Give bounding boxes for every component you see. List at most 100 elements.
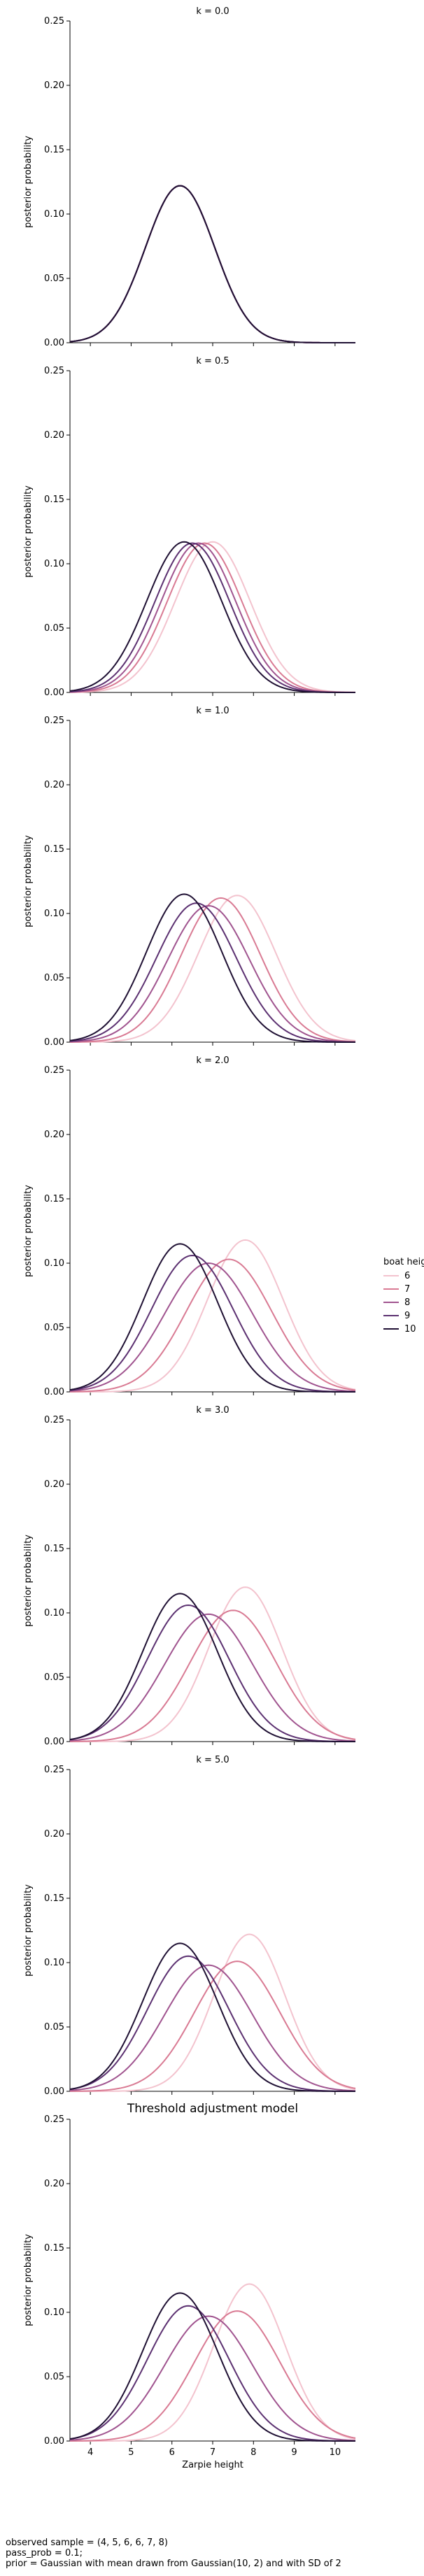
x-tick-label: 6 bbox=[169, 2447, 175, 2458]
series-line-boat-height-10 bbox=[69, 541, 355, 693]
series-line-boat-height-10 bbox=[69, 893, 355, 1043]
series-line-boat-height-8 bbox=[69, 904, 356, 1043]
y-tick-label: 0.00 bbox=[44, 2086, 64, 2097]
series-line-boat-height-10 bbox=[69, 2292, 355, 2442]
panel-title: k = 3.0 bbox=[196, 1405, 229, 1416]
legend-label-8: 8 bbox=[404, 1297, 410, 1308]
panel-title: k = 2.0 bbox=[196, 1055, 229, 1066]
y-tick-label: 0.25 bbox=[44, 366, 64, 376]
panel-title: k = 0.5 bbox=[196, 356, 229, 367]
footer-line-pass-prob: pass_prob = 0.1; bbox=[6, 2548, 83, 2559]
panel-title: k = 0.0 bbox=[196, 6, 229, 17]
y-tick-label: 0.25 bbox=[44, 16, 64, 27]
series-line-boat-height-6 bbox=[69, 541, 356, 693]
x-tick-label: 7 bbox=[210, 2447, 215, 2458]
series-line-boat-height-8 bbox=[69, 1262, 356, 1393]
series-line-boat-height-8 bbox=[69, 1964, 356, 2092]
x-tick-label: 9 bbox=[291, 2447, 297, 2458]
y-tick-label: 0.15 bbox=[44, 1194, 64, 1204]
y-tick-label: 0.10 bbox=[44, 1258, 64, 1269]
x-axis-label: Zarpie height bbox=[182, 2460, 243, 2470]
x-tick-label: 8 bbox=[250, 2447, 256, 2458]
y-tick-label: 0.15 bbox=[44, 1893, 64, 1904]
y-tick-label: 0.00 bbox=[44, 338, 64, 348]
series-line-boat-height-6 bbox=[70, 1586, 356, 1742]
y-tick-label: 0.05 bbox=[44, 623, 64, 634]
series-line-boat-height-9 bbox=[69, 542, 355, 693]
y-tick-label: 0.05 bbox=[44, 1672, 64, 1683]
y-tick-label: 0.00 bbox=[44, 2436, 64, 2447]
y-tick-label: 0.20 bbox=[44, 2179, 64, 2189]
y-tick-label: 0.20 bbox=[44, 1829, 64, 1840]
series-line-boat-height-6 bbox=[70, 2283, 356, 2442]
panel-title: k = 1.0 bbox=[196, 706, 229, 716]
y-axis-label: posterior probability bbox=[23, 1535, 34, 1627]
y-tick-label: 0.15 bbox=[44, 1544, 64, 1554]
y-tick-label: 0.20 bbox=[44, 80, 64, 91]
panel-title: k = 5.0 bbox=[196, 1755, 229, 1765]
series-line-boat-height-10 bbox=[69, 185, 355, 343]
y-axis-label: posterior probability bbox=[23, 1185, 34, 1277]
series-line-boat-height-7 bbox=[69, 2310, 356, 2442]
series-line-boat-height-10 bbox=[69, 1593, 355, 1742]
footer-line-sample: observed sample = (4, 5, 6, 6, 7, 8) bbox=[6, 2538, 168, 2548]
panel-title: Threshold adjustment model bbox=[127, 2102, 298, 2116]
y-tick-label: 0.10 bbox=[44, 1608, 64, 1618]
y-tick-label: 0.20 bbox=[44, 1130, 64, 1140]
y-tick-label: 0.10 bbox=[44, 1958, 64, 1968]
footer-notes: observed sample = (4, 5, 6, 6, 7, 8) pass… bbox=[6, 2538, 341, 2569]
y-axis-label: posterior probability bbox=[23, 1884, 34, 1977]
y-tick-label: 0.25 bbox=[44, 1765, 64, 1775]
series-line-boat-height-8 bbox=[69, 542, 356, 693]
series-line-boat-height-6 bbox=[69, 1239, 356, 1393]
series-line-boat-height-9 bbox=[69, 1955, 356, 2092]
series-line-boat-height-8 bbox=[69, 2315, 356, 2442]
y-tick-label: 0.00 bbox=[44, 1037, 64, 1048]
y-tick-label: 0.20 bbox=[44, 780, 64, 790]
series-line-boat-height-7 bbox=[69, 1258, 356, 1393]
y-tick-label: 0.10 bbox=[44, 559, 64, 569]
y-tick-label: 0.00 bbox=[44, 1737, 64, 1747]
legend-label-9: 9 bbox=[404, 1311, 410, 1321]
y-tick-label: 0.15 bbox=[44, 2243, 64, 2254]
series-line-boat-height-8 bbox=[69, 1613, 356, 1742]
legend-label-6: 6 bbox=[404, 1271, 410, 1281]
y-tick-label: 0.15 bbox=[44, 494, 64, 505]
y-tick-label: 0.05 bbox=[44, 973, 64, 983]
x-tick-label: 4 bbox=[87, 2447, 93, 2458]
series-line-boat-height-10 bbox=[69, 1243, 355, 1393]
y-tick-label: 0.25 bbox=[44, 1415, 64, 1425]
y-tick-label: 0.25 bbox=[44, 716, 64, 726]
y-tick-label: 0.05 bbox=[44, 1323, 64, 1333]
y-tick-label: 0.25 bbox=[44, 1065, 64, 1076]
series-line-boat-height-7 bbox=[69, 897, 356, 1043]
legend-title: boat height bbox=[383, 1257, 424, 1267]
series-line-boat-height-9 bbox=[69, 1604, 356, 1742]
y-axis-label: posterior probability bbox=[23, 2234, 34, 2326]
series-line-boat-height-6 bbox=[70, 895, 356, 1043]
y-tick-label: 0.10 bbox=[44, 209, 64, 220]
y-tick-label: 0.25 bbox=[44, 2114, 64, 2125]
y-tick-label: 0.05 bbox=[44, 2022, 64, 2033]
y-tick-label: 0.05 bbox=[44, 273, 64, 284]
y-axis-label: posterior probability bbox=[23, 136, 34, 228]
y-tick-label: 0.20 bbox=[44, 1479, 64, 1490]
series-line-boat-height-9 bbox=[69, 2305, 356, 2442]
legend-label-7: 7 bbox=[404, 1284, 410, 1295]
y-tick-label: 0.10 bbox=[44, 2307, 64, 2318]
series-line-boat-height-7 bbox=[69, 542, 356, 693]
series-line-boat-height-9 bbox=[69, 902, 356, 1043]
y-tick-label: 0.20 bbox=[44, 430, 64, 441]
y-tick-label: 0.15 bbox=[44, 844, 64, 855]
series-line-boat-height-10 bbox=[69, 1942, 355, 2092]
series-line-boat-height-7 bbox=[69, 1961, 356, 2092]
y-tick-label: 0.00 bbox=[44, 1387, 64, 1397]
series-line-boat-height-7 bbox=[69, 1609, 356, 1742]
y-tick-label: 0.00 bbox=[44, 688, 64, 698]
legend-label-10: 10 bbox=[404, 1324, 416, 1335]
y-tick-label: 0.10 bbox=[44, 909, 64, 919]
x-tick-label: 10 bbox=[330, 2447, 341, 2458]
x-tick-label: 5 bbox=[128, 2447, 134, 2458]
y-axis-label: posterior probability bbox=[23, 485, 34, 578]
y-tick-label: 0.05 bbox=[44, 2372, 64, 2382]
